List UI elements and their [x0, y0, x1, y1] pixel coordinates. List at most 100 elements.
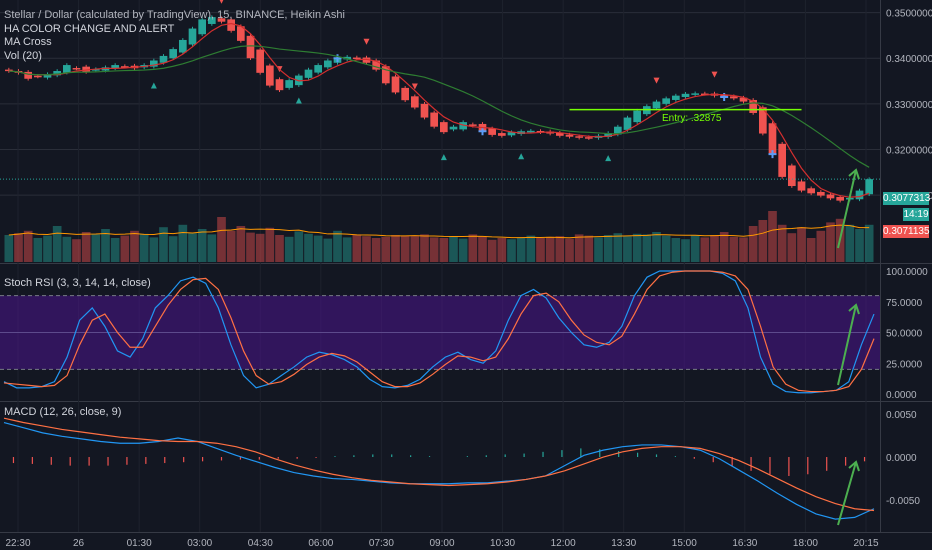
volume-bar	[110, 238, 120, 262]
volume-bar	[729, 236, 739, 262]
candle-body	[275, 79, 284, 91]
candle-body	[730, 96, 738, 99]
volume-bar	[478, 236, 487, 262]
macd-title[interactable]: MACD (12, 26, close, 9)	[4, 406, 122, 418]
volume-bar	[845, 224, 855, 262]
candle-body	[227, 19, 235, 31]
volume-bar	[178, 224, 188, 262]
volume-bar	[826, 222, 835, 262]
indicator-volume[interactable]: Vol (20)	[4, 49, 42, 62]
grid	[0, 0, 932, 533]
green-arrow-shaft	[837, 169, 857, 249]
volume-bar	[101, 229, 110, 262]
candle-body	[691, 93, 699, 95]
time-axis-label: 06:00	[308, 538, 333, 549]
candle-body	[34, 75, 42, 78]
volume-bar	[594, 237, 603, 262]
volume-bar	[72, 239, 81, 262]
candle-body	[72, 68, 81, 70]
candle-body	[507, 132, 516, 136]
candle-body	[440, 122, 448, 133]
candle-body	[217, 18, 226, 22]
volume-bar	[652, 232, 661, 262]
candle-body	[672, 95, 680, 100]
candle-body	[459, 122, 467, 130]
candle-body	[372, 60, 380, 70]
volume-bar	[758, 220, 768, 262]
green-arrow-head	[848, 303, 860, 315]
candle-body	[188, 28, 197, 45]
time-axis-label: 09:00	[429, 538, 454, 549]
candle-body	[343, 56, 351, 60]
stoch-d-line	[3, 270, 875, 393]
volume-bar	[23, 230, 33, 262]
candle-body	[159, 55, 168, 63]
candle-body	[623, 117, 632, 130]
volume-bar	[4, 235, 14, 262]
volume-bar	[777, 224, 787, 262]
candle-body	[527, 130, 535, 133]
ha-down-marker	[411, 83, 418, 90]
candle-body	[304, 69, 313, 78]
volume-bar	[574, 234, 584, 262]
price-axis-label: 0.3500000	[886, 9, 932, 20]
green-arrow-shaft	[837, 304, 857, 386]
candle-body	[604, 133, 612, 137]
time-axis-label: 04:30	[248, 538, 273, 549]
candle-body	[701, 93, 709, 96]
volume-bar	[188, 233, 197, 262]
volume-bar	[294, 231, 304, 262]
macd-axis-label: -0.0050	[886, 496, 920, 507]
time-axis-label: 26	[73, 538, 85, 549]
stoch-overbought-oversold-band	[0, 295, 880, 370]
indicator-ma-cross[interactable]: MA Cross	[4, 36, 52, 48]
candle-body	[575, 136, 583, 138]
volume-bar	[710, 235, 719, 262]
candle-body	[614, 126, 622, 135]
volume-bar	[313, 235, 323, 262]
stoch-axis-label: 75.0000	[886, 298, 923, 309]
candle-body	[536, 131, 545, 133]
ha-up-marker	[518, 153, 525, 160]
volume-bar	[816, 230, 826, 262]
volume-bar	[806, 238, 816, 262]
volume-bar	[139, 233, 149, 262]
volume-bar	[458, 238, 468, 262]
time-axis-label: 20:15	[853, 538, 878, 549]
volume-bar	[449, 236, 458, 262]
volume-bar	[333, 230, 342, 262]
volume-bar	[536, 238, 545, 262]
chart-title[interactable]: Stellar / Dollar (calculated by TradingV…	[4, 9, 345, 21]
candle-body	[778, 143, 786, 177]
indicator-ha-color[interactable]: HA COLOR CHANGE AND ALERT	[4, 22, 175, 35]
volume-bar	[748, 226, 758, 262]
candle-body	[488, 128, 496, 135]
price-axis-label: 0.3200000	[886, 146, 932, 157]
ma-cross-marker	[768, 150, 777, 159]
volume-bar	[613, 233, 623, 262]
candle-body	[768, 123, 777, 155]
volume-bar	[719, 232, 729, 262]
candle-body	[855, 190, 864, 200]
volume-bar	[681, 239, 690, 262]
candle-body	[662, 98, 670, 104]
stoch-rsi-title[interactable]: Stoch RSI (3, 3, 14, 14, close)	[4, 277, 151, 289]
volume-bar	[14, 233, 23, 262]
candle-body	[817, 191, 825, 196]
time-axis-label: 03:00	[187, 538, 212, 549]
time-axis-label: 01:30	[127, 538, 152, 549]
volume-bar	[864, 224, 874, 262]
volume-bar	[555, 236, 565, 262]
candle-body	[63, 65, 71, 73]
candle-body	[430, 112, 438, 127]
candle-body	[208, 17, 216, 24]
candle-body	[246, 35, 255, 59]
price-axis-label: 0.3400000	[886, 54, 932, 65]
volume-bar	[700, 237, 710, 262]
ha-down-marker	[363, 38, 370, 45]
candle-body	[469, 124, 477, 126]
volume-bar	[120, 235, 130, 262]
volume-bar	[217, 217, 226, 262]
